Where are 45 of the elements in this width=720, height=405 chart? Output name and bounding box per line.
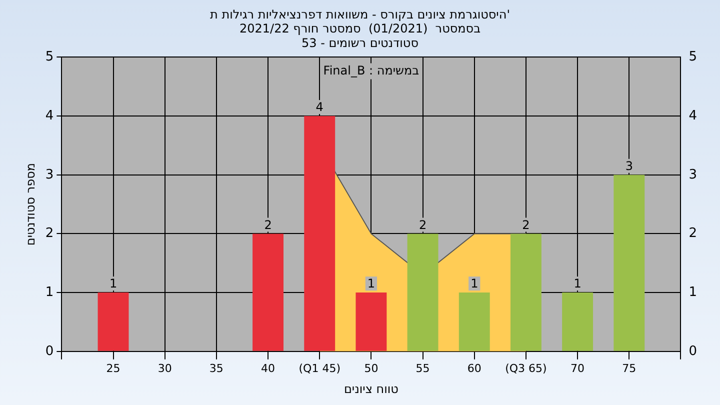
bar	[356, 292, 387, 351]
bar	[614, 174, 645, 351]
data-label: 1	[470, 276, 478, 291]
x-tick-label: 75	[622, 362, 636, 375]
data-label: 3	[625, 159, 633, 174]
bar	[407, 234, 438, 351]
x-tick-label: 25	[106, 362, 120, 375]
data-label: 1	[574, 276, 582, 291]
x-tick-label: 30	[158, 362, 172, 375]
bar	[98, 292, 129, 351]
bar	[510, 234, 542, 351]
y2-tick-label: 3	[688, 167, 698, 182]
y-tick-label: 0	[45, 344, 54, 359]
y-tick-label: 4	[45, 108, 54, 124]
data-label: 2	[522, 218, 530, 232]
x-tick-label: 60	[467, 362, 482, 375]
y-tick-label: 2	[45, 226, 54, 242]
y-tick-label: 5	[45, 50, 54, 65]
x-tick-label: (Q3 65)	[505, 362, 547, 375]
y2-tick-label: 1	[688, 284, 698, 300]
chart-title: היסטוגרמת ציונים בקורס - משוואות דפרנציאליות רגילות ת' בסמסטר (01/2021) סמסטר חורף 2021/22 סטודנטים רשומים - 53	[210, 7, 510, 50]
y-axis-title: מספר סטודנטים	[23, 162, 38, 246]
y2-tick-label: 0	[688, 344, 698, 359]
y2-tick-label: 4	[688, 108, 698, 124]
y-tick-label: 3	[45, 167, 54, 182]
x-tick-label: 50	[364, 362, 378, 375]
y2-tick-label: 2	[688, 226, 698, 242]
data-label: 1	[367, 276, 376, 291]
x-axis-title: טווח ציונים	[344, 382, 399, 396]
bar	[562, 292, 594, 351]
y-tick-label: 1	[45, 284, 54, 300]
bar	[252, 234, 284, 351]
bar	[304, 116, 336, 351]
data-label: 4	[316, 100, 324, 114]
data-label: 1	[109, 276, 118, 291]
x-tick-label: (Q1 45)	[298, 362, 340, 375]
data-label: 2	[418, 218, 427, 232]
x-tick-label: 70	[570, 362, 585, 375]
data-label: 2	[264, 218, 272, 232]
x-tick-label: 40	[261, 362, 276, 375]
x-tick-label: 55	[416, 362, 430, 375]
y2-tick-label: 5	[688, 50, 698, 65]
x-tick-label: 35	[209, 362, 224, 375]
bar	[458, 292, 490, 351]
annotation: במשימה : Final_B	[323, 63, 420, 78]
